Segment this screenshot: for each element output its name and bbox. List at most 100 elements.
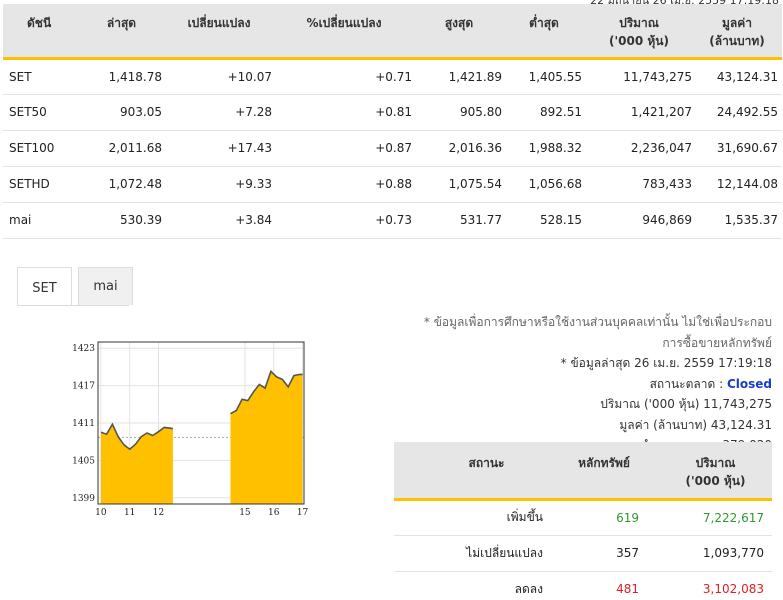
chart-y-tick-label: 1411 [72,419,95,429]
chart-y-tick-label: 1405 [72,456,95,466]
index-value: 31,690.67 [696,130,782,167]
chart-x-ticks: 10 11 12 15 16 17 [95,508,308,518]
chart-y-tick-label: 1417 [72,382,95,392]
stat-count: 357 [549,535,659,572]
index-low: 1,056.68 [506,166,586,203]
index-table: ดัชนี ล่าสุด เปลี่ยนแปลง %เปลี่ยนแปลง สู… [3,4,782,239]
index-value: 43,124.31 [696,58,782,95]
header-volume-line1: ปริมาณ [619,16,659,30]
chart-x-tick-label: 12 [153,508,164,518]
chart-y-tick-label: 1399 [72,494,95,504]
total-volume-label: ปริมาณ ('000 หุ้น) [600,397,700,411]
chart-line-session-2 [230,369,303,415]
index-change: +10.07 [166,58,276,95]
index-high: 531.77 [416,202,506,239]
index-name: SET [3,58,81,95]
total-volume-value: 11,743,275 [703,397,772,411]
table-row: ลดลง 481 3,102,083 [394,571,772,600]
stat-volume: 1,093,770 [659,535,772,572]
table-row: SET100 2,011.68 +17.43 +0.87 2,016.36 1,… [3,130,782,167]
index-volume: 2,236,047 [586,130,696,167]
header-stat-volume-line1: ปริมาณ [695,456,736,470]
total-value: มูลค่า (ล้านบาท) 43,124.31 [392,415,772,436]
market-status-label: สถานะตลาด : [649,376,724,391]
index-change: +7.28 [166,94,276,131]
index-low: 892.51 [506,94,586,131]
index-pct-change: +0.73 [276,202,416,239]
index-link-set50[interactable]: SET50 [3,94,81,131]
market-status-value: Closed [726,376,772,391]
index-link-sethd[interactable]: SETHD [3,166,81,203]
chart-area-session-2 [230,371,303,504]
index-last: 903.05 [81,94,166,131]
index-pct-change: +0.71 [276,58,416,95]
market-status: สถานะตลาด : Closed [392,374,772,395]
tab-set[interactable]: SET [17,267,72,306]
stat-label: ไม่เปลี่ยนแปลง [394,535,549,572]
index-last: 1,418.78 [81,58,166,95]
header-value-line2: (ล้านบาท) [709,34,765,48]
index-volume: 783,433 [586,166,696,203]
index-last: 530.39 [81,202,166,239]
index-value: 1,535.37 [696,202,782,239]
header-change: เปลี่ยนแปลง [166,4,276,60]
stat-volume: 7,222,617 [659,499,772,536]
last-updated: * ข้อมูลล่าสุด 26 เม.ย. 2559 17:19:18 [560,356,772,370]
stat-label: ลดลง [394,571,549,600]
chart-x-tick-label: 16 [268,508,280,518]
header-index: ดัชนี [3,4,81,60]
market-info-panel: * ข้อมูลเพื่อการศึกษาหรือใช้งานส่วนบุคคล… [392,312,772,456]
index-pct-change: +0.88 [276,166,416,203]
tab-divider [17,305,129,306]
chart-axes [97,341,305,505]
chart-x-tick-label: 11 [124,508,135,518]
stat-count: 619 [549,499,659,536]
index-change: +17.43 [166,130,276,167]
tab-mai[interactable]: mai [78,267,133,305]
index-last: 2,011.68 [81,130,166,167]
chart-x-tick-label: 15 [239,508,251,518]
index-low: 1,405.55 [506,58,586,95]
chart-y-ticks: 1423 1417 1411 1405 1399 [72,344,95,504]
table-row: เพิ่มขึ้น 619 7,222,617 [394,499,772,536]
header-last: ล่าสุด [81,4,166,60]
index-pct-change: +0.81 [276,94,416,131]
header-stat-volume-line2: ('000 หุ้น) [685,474,746,488]
index-low: 1,988.32 [506,130,586,167]
total-value-value: 43,124.31 [710,417,772,432]
table-row: ไม่เปลี่ยนแปลง 357 1,093,770 [394,535,772,572]
index-high: 1,421.89 [416,58,506,95]
table-row: SET 1,418.78 +10.07 +0.71 1,421.89 1,405… [3,58,782,95]
header-pct-change: %เปลี่ยนแปลง [276,4,416,60]
header-low: ต่ำสุด [506,4,586,60]
header-securities: หลักทรัพย์ [549,442,659,501]
index-high: 1,075.54 [416,166,506,203]
index-name: mai [3,202,81,239]
total-volume: ปริมาณ ('000 หุ้น) 11,743,275 [392,394,772,415]
header-high: สูงสุด [416,4,506,60]
table-row: SETHD 1,072.48 +9.33 +0.88 1,075.54 1,05… [3,166,782,203]
header-volume: ปริมาณ ('000 หุ้น) [586,4,696,60]
index-volume: 11,743,275 [586,58,696,95]
chart-y-tick-label: 1423 [72,344,95,354]
header-value-line1: มูลค่า [721,16,753,30]
index-high: 2,016.36 [416,130,506,167]
index-volume: 946,869 [586,202,696,239]
total-value-label: มูลค่า (ล้านบาท) [619,417,708,432]
chart-frame [97,341,305,505]
stat-volume: 3,102,083 [659,571,772,600]
index-volume: 1,421,207 [586,94,696,131]
index-link-set100[interactable]: SET100 [3,130,81,167]
header-volume-line2: ('000 หุ้น) [609,34,669,48]
index-high: 905.80 [416,94,506,131]
chart-x-tick-label: 10 [95,508,107,518]
table-row: SET50 903.05 +7.28 +0.81 905.80 892.51 1… [3,94,782,131]
disclaimer-line1: * ข้อมูลเพื่อการศึกษาหรือใช้งานส่วนบุคคล… [423,315,772,329]
index-low: 528.15 [506,202,586,239]
stat-count: 481 [549,571,659,600]
chart-area-session-1 [100,424,173,504]
stat-label: เพิ่มขึ้น [394,499,549,536]
last-updated-clipped: 22 มิถุนายน 26 เม.ย. 2559 17:19:18 [590,0,779,9]
market-tabs: SET mai [17,267,139,306]
index-value: 12,144.08 [696,166,782,203]
